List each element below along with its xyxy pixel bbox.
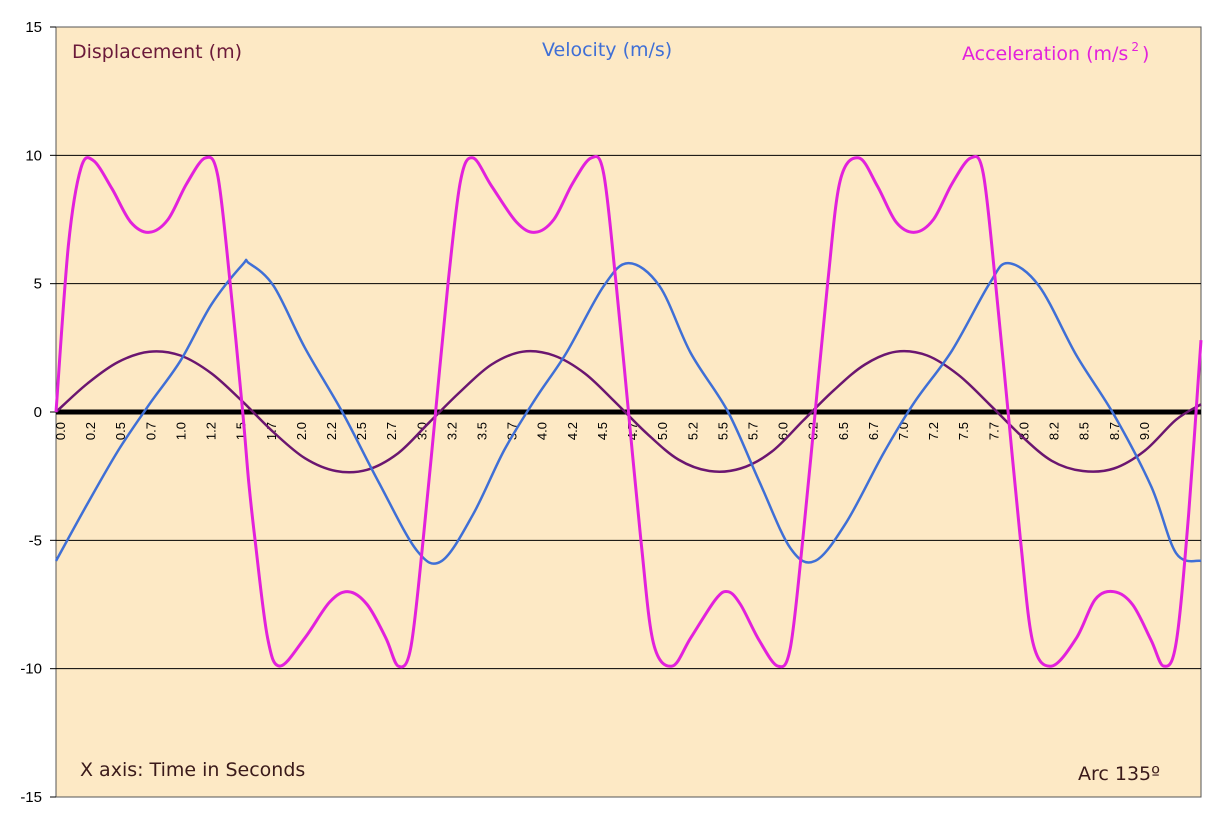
x-tick-label: 1.0 — [173, 422, 188, 440]
series-velocity-line — [54, 258, 1202, 565]
x-tick-label: 0.7 — [143, 422, 158, 440]
y-tick-label: -10 — [20, 661, 42, 678]
x-tick-label: 6.7 — [866, 422, 881, 440]
x-tick-label: 4.5 — [595, 422, 610, 440]
x-tick-label: 3.5 — [475, 422, 490, 440]
x-tick-label: 7.7 — [986, 422, 1001, 440]
y-tick-label: -15 — [20, 789, 42, 806]
x-tick-label: 2.0 — [294, 422, 309, 440]
series-lines — [54, 154, 1203, 669]
x-tick-label: 8.2 — [1047, 422, 1062, 440]
y-tick-label: 5 — [34, 276, 42, 293]
x-tick-label: 7.5 — [956, 422, 971, 440]
x-tick-label: 2.5 — [354, 422, 369, 440]
x-tick-label: 0.2 — [83, 422, 98, 440]
y-tick-label: 10 — [25, 147, 42, 164]
x-tick-label: 6.0 — [776, 422, 791, 440]
x-tick-label: 7.2 — [926, 422, 941, 440]
x-tick-label: 4.2 — [565, 422, 580, 440]
x-tick-label: 3.7 — [505, 422, 520, 440]
gridlines — [56, 154, 1201, 670]
x-tick-label: 5.0 — [655, 422, 670, 440]
x-tick-label: 4.0 — [535, 422, 550, 440]
series-displacement-line — [55, 349, 1202, 474]
legend-displacement: Displacement (m) — [72, 41, 242, 63]
x-tick-label: 5.2 — [685, 422, 700, 440]
x-tick-label: 2.7 — [384, 422, 399, 440]
x-tick-label: 7.0 — [896, 422, 911, 440]
y-tick-label: 15 — [25, 19, 42, 36]
legend-acceleration-end: ) — [1142, 43, 1149, 65]
legend-velocity: Velocity (m/s) — [542, 39, 672, 61]
x-tick-label: 2.2 — [324, 422, 339, 440]
arc-note: Arc 135º — [1078, 763, 1160, 785]
x-tick-label: 5.7 — [745, 422, 760, 440]
x-tick-label: 0.5 — [113, 422, 128, 440]
y-axis-ticks: 15 10 5 0 -5 -10 -15 — [20, 19, 56, 806]
y-tick-label: -5 — [29, 532, 42, 549]
y-tick-label: 0 — [34, 404, 42, 421]
x-tick-label: 9.0 — [1137, 422, 1152, 440]
x-tick-label: 5.5 — [715, 422, 730, 440]
x-axis-ticks: 0.0 0.2 0.5 0.7 1.0 1.2 1.5 1.7 2.0 2.2 2.5 2.7 3.0 3… — [53, 422, 1152, 440]
x-tick-label: 0.0 — [53, 422, 68, 440]
x-tick-label: 1.2 — [204, 422, 219, 440]
x-tick-label: 3.2 — [444, 422, 459, 440]
x-tick-label: 8.5 — [1077, 422, 1092, 440]
x-tick-label: 6.5 — [836, 422, 851, 440]
legend-acceleration: Acceleration (m/s 2) — [962, 40, 1149, 65]
legend-acceleration-main: Acceleration (m/s — [962, 43, 1128, 65]
legend-acceleration-sup: 2 — [1131, 40, 1139, 54]
series-acceleration-line — [54, 154, 1203, 669]
x-axis-note: X axis: Time in Seconds — [80, 759, 305, 781]
x-tick-label: 8.7 — [1107, 422, 1122, 440]
